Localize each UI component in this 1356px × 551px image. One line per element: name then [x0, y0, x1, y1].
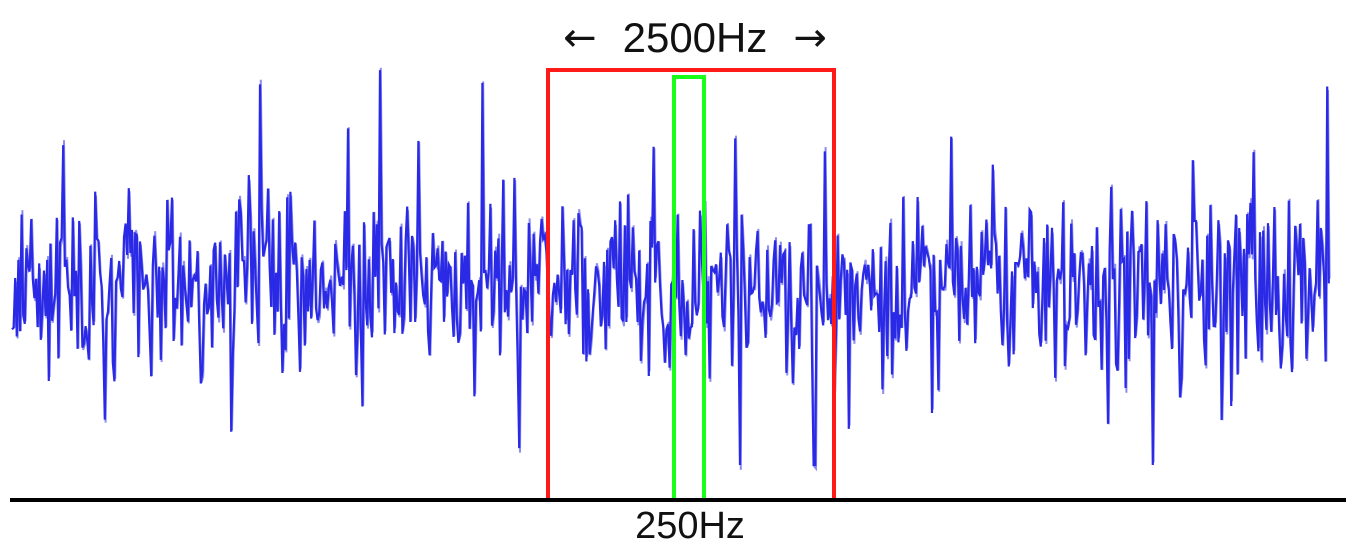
- narrow-band-label: 250Hz: [635, 505, 745, 547]
- left-arrow-icon: ←: [563, 15, 597, 61]
- right-arrow-icon: →: [793, 15, 827, 61]
- wide-band-text: 2500Hz: [622, 14, 768, 61]
- wide-band-label: ← 2500Hz →: [540, 8, 850, 68]
- noise-trace: [11, 70, 1330, 467]
- noise-signal-waveform: [11, 67, 1331, 472]
